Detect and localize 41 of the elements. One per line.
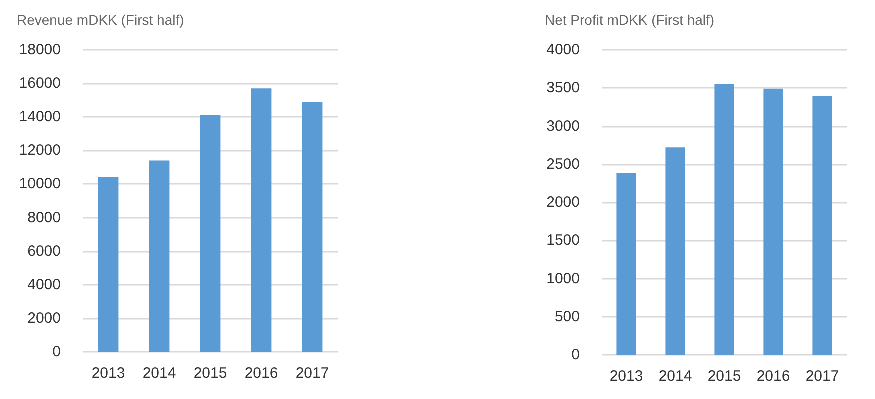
y-tick-label: 500 xyxy=(554,308,580,326)
x-tick-label: 2015 xyxy=(194,365,228,382)
x-tick-label: 2015 xyxy=(708,368,742,385)
x-tick-label: 2013 xyxy=(92,365,126,382)
bar xyxy=(616,174,636,355)
y-tick-label: 16000 xyxy=(19,75,61,92)
y-tick-label: 2000 xyxy=(546,194,580,211)
y-tick-label: 14000 xyxy=(19,108,61,126)
y-tick-label: 12000 xyxy=(19,142,61,160)
x-tick-label: 2016 xyxy=(756,368,790,385)
chart-title: Net Profit mDKK (First half) xyxy=(545,12,715,28)
y-tick-label: 1000 xyxy=(546,270,580,288)
bar xyxy=(666,148,686,355)
x-tick-label: 2016 xyxy=(244,365,278,382)
bar xyxy=(200,115,221,352)
y-tick-label: 4000 xyxy=(28,276,61,294)
x-tick-label: 2017 xyxy=(806,368,840,385)
y-tick-label: 1500 xyxy=(546,232,580,250)
y-tick-label: 0 xyxy=(572,346,580,364)
bar xyxy=(302,102,323,352)
y-tick-label: 2500 xyxy=(546,156,580,173)
x-tick-label: 2017 xyxy=(296,365,330,382)
y-tick-label: 2000 xyxy=(28,310,61,327)
y-tick-label: 18000 xyxy=(19,42,61,58)
y-tick-label: 4000 xyxy=(546,42,580,58)
bar xyxy=(764,88,784,355)
chart-title: Revenue mDKK (First half) xyxy=(17,12,184,28)
x-tick-label: 2014 xyxy=(658,368,692,385)
bar xyxy=(812,96,832,355)
y-tick-label: 10000 xyxy=(19,176,61,193)
x-tick-label: 2013 xyxy=(610,368,644,385)
y-tick-label: 6000 xyxy=(28,242,61,260)
y-tick-label: 0 xyxy=(52,344,61,360)
y-tick-label: 3000 xyxy=(546,118,580,135)
x-tick-label: 2014 xyxy=(142,365,176,382)
bar xyxy=(149,160,170,352)
y-tick-label: 8000 xyxy=(28,209,61,226)
bar xyxy=(98,178,119,352)
bar xyxy=(714,84,734,355)
y-tick-label: 3500 xyxy=(546,80,580,97)
bar xyxy=(251,88,272,352)
